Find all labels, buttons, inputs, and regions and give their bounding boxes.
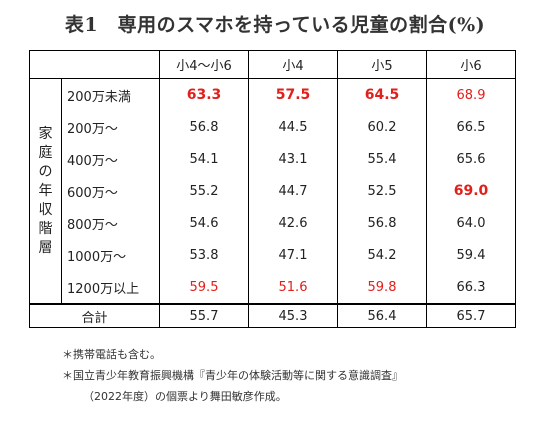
row-label: 200万未満 xyxy=(61,78,160,111)
table-row: 1000万〜 53.8 47.1 54.2 59.4 xyxy=(30,239,516,271)
table-cell: 57.5 xyxy=(248,78,338,111)
row-label: 600万〜 xyxy=(61,175,160,207)
table-cell: 51.6 xyxy=(248,271,338,305)
table-cell: 63.3 xyxy=(159,78,249,111)
data-table: 小4〜小6 小4 小5 小6 家庭の年収階層 200万未満 63.3 57.5 64.5… xyxy=(29,50,516,328)
table-cell: 43.1 xyxy=(248,143,338,175)
table-row: 600万〜 55.2 44.7 52.5 69.0 xyxy=(30,175,516,207)
table-cell: 69.0 xyxy=(426,175,516,207)
table-cell: 60.2 xyxy=(337,111,427,143)
table-cell: 66.3 xyxy=(426,271,516,305)
column-header: 小4 xyxy=(248,50,338,79)
table-cell: 59.5 xyxy=(159,271,249,305)
table-cell: 68.9 xyxy=(426,78,516,111)
table-cell: 42.6 xyxy=(248,207,338,239)
table-row: 1200万以上 59.5 51.6 59.8 66.3 xyxy=(30,271,516,305)
table-cell: 54.2 xyxy=(337,239,427,271)
total-cell: 55.7 xyxy=(159,303,249,328)
table-cell: 64.0 xyxy=(426,207,516,239)
table-cell: 65.6 xyxy=(426,143,516,175)
table-row: 200万〜 56.8 44.5 60.2 66.5 xyxy=(30,111,516,143)
group-label-char: 収 xyxy=(38,201,53,218)
table-cell: 55.2 xyxy=(159,175,249,207)
row-label: 400万〜 xyxy=(61,143,160,175)
header-row: 小4〜小6 小4 小5 小6 xyxy=(29,50,516,79)
total-cell: 45.3 xyxy=(248,303,338,328)
total-cell: 56.4 xyxy=(337,303,427,328)
row-label: 800万〜 xyxy=(61,207,160,239)
table-cell: 56.8 xyxy=(159,111,249,143)
column-header: 小6 xyxy=(426,50,516,79)
row-group-label: 家庭の年収階層 xyxy=(29,78,62,305)
header-corner xyxy=(29,50,160,79)
table-cell: 59.4 xyxy=(426,239,516,271)
row-label: 1000万〜 xyxy=(61,239,160,271)
notes: ＊携帯電話も含む。 ＊国立青少年教育振興機構『青少年の体験活動等に関する意識調査… xyxy=(62,344,403,407)
group-label-char: 階 xyxy=(38,220,53,237)
table-cell: 59.8 xyxy=(337,271,427,305)
table-row: 800万〜 54.6 42.6 56.8 64.0 xyxy=(30,207,516,239)
total-label: 合計 xyxy=(29,303,160,328)
total-cell: 65.7 xyxy=(426,303,516,328)
table-cell: 54.1 xyxy=(159,143,249,175)
table-cell: 53.8 xyxy=(159,239,249,271)
table-row: 400万〜 54.1 43.1 55.4 65.6 xyxy=(30,143,516,175)
total-row: 合計 55.7 45.3 56.4 65.7 xyxy=(29,303,516,328)
table-cell: 44.5 xyxy=(248,111,338,143)
group-label-char: 層 xyxy=(38,239,53,256)
column-header: 小5 xyxy=(337,50,427,79)
column-header: 小4〜小6 xyxy=(159,50,249,79)
table-cell: 44.7 xyxy=(248,175,338,207)
table-cell: 54.6 xyxy=(159,207,249,239)
table-cell: 55.4 xyxy=(337,143,427,175)
group-label-char: 家 xyxy=(38,125,53,142)
group-label-char: 年 xyxy=(38,182,53,199)
table-cell: 52.5 xyxy=(337,175,427,207)
table-cell: 64.5 xyxy=(337,78,427,111)
table-cell: 56.8 xyxy=(337,207,427,239)
table-title: 表1 専用のスマホを持っている児童の割合(%) xyxy=(64,14,486,36)
table-row: 家庭の年収階層 200万未満 63.3 57.5 64.5 68.9 xyxy=(29,78,516,305)
note-line: ＊携帯電話も含む。 xyxy=(62,348,161,361)
table-cell: 47.1 xyxy=(248,239,338,271)
table-cell: 66.5 xyxy=(426,111,516,143)
note-line: ＊国立青少年教育振興機構『青少年の体験活動等に関する意識調査』 xyxy=(62,369,403,382)
row-label: 1200万以上 xyxy=(61,271,160,305)
row-label: 200万〜 xyxy=(61,111,160,143)
group-label-char: の xyxy=(38,163,53,180)
group-label-char: 庭 xyxy=(38,144,53,161)
note-line: （2022年度）の個票より舞田敏彦作成。 xyxy=(83,390,287,403)
